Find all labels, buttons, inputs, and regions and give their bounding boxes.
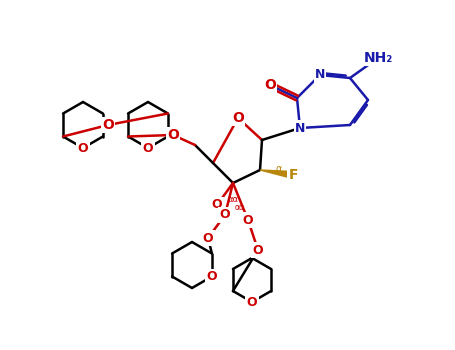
Text: O: O xyxy=(143,141,153,154)
Text: O: O xyxy=(247,295,258,308)
Text: O: O xyxy=(232,111,244,125)
Text: O: O xyxy=(212,198,222,211)
Text: NH₂: NH₂ xyxy=(364,51,393,65)
Text: αα: αα xyxy=(235,203,245,212)
Text: O: O xyxy=(78,141,88,154)
Text: α: α xyxy=(275,164,281,174)
Text: O: O xyxy=(167,128,179,142)
Text: O: O xyxy=(243,214,253,226)
Text: O: O xyxy=(202,231,213,245)
Text: O: O xyxy=(207,270,217,283)
Polygon shape xyxy=(260,170,293,178)
Text: O: O xyxy=(264,78,276,92)
Text: αα: αα xyxy=(227,195,238,204)
Text: O: O xyxy=(220,209,230,222)
Text: O: O xyxy=(253,244,263,257)
Text: F: F xyxy=(288,168,298,182)
Text: N: N xyxy=(315,69,325,82)
Text: O: O xyxy=(102,118,114,132)
Text: N: N xyxy=(295,121,305,134)
